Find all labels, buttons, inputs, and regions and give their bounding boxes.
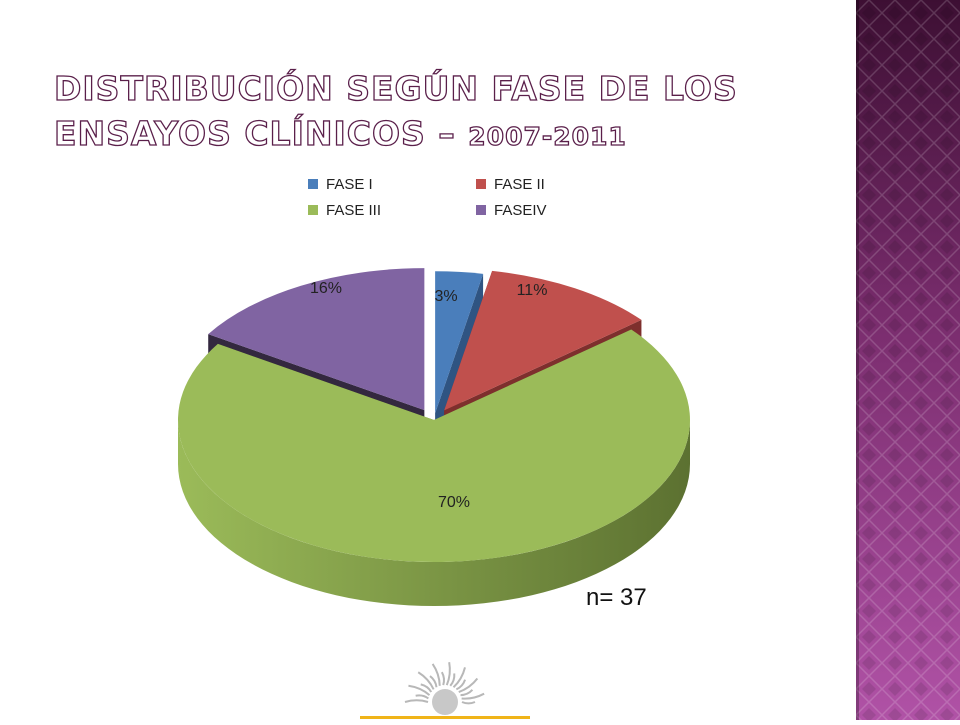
pie-tops: [178, 268, 691, 562]
legend-label: FASE I: [326, 175, 373, 193]
legend-item-fase-i: FASE I: [308, 174, 476, 194]
pie-labels: 3% 11% 70% 16%: [310, 280, 547, 511]
pie-slice-faseiv: [208, 268, 425, 411]
legend-swatch: [476, 205, 486, 215]
sun-ray: [461, 692, 485, 700]
legend-item-fase-iii: FASE III: [308, 200, 476, 220]
legend-label: FASEIV: [494, 201, 547, 219]
pie-data-label: 11%: [517, 282, 548, 299]
legend-item-fase-iv: FASEIV: [476, 200, 606, 220]
sun-ray: [458, 677, 479, 693]
pie-chart: 3% 11% 70% 16%: [178, 268, 691, 606]
pie-slice-fase-iii: [178, 329, 691, 562]
sun-ray: [461, 701, 476, 705]
slide-title-text: Distribución según fase de los ensayos c…: [53, 68, 738, 153]
pie-slice-fase-ii: [444, 270, 642, 411]
sun-ray: [429, 675, 438, 688]
sun-ray: [417, 671, 435, 690]
sample-size-label: n= 37: [586, 584, 647, 611]
legend-item-fase-ii: FASE II: [476, 174, 606, 194]
slide-title-year: 2007-2011: [468, 121, 627, 151]
legend-swatch: [476, 179, 486, 189]
diamond-pattern: [856, 0, 960, 720]
sun-ray: [404, 699, 429, 703]
sun-ray: [460, 689, 474, 697]
legend-swatch: [308, 179, 318, 189]
decorative-side-panel: [856, 0, 960, 720]
pie-slice-fase-i: [435, 271, 484, 414]
sun-ray: [440, 671, 446, 686]
sun-ray: [420, 683, 433, 693]
sun-ray: [452, 667, 466, 689]
pie-slice-outer-wall: [178, 420, 690, 606]
legend-label: FASE II: [494, 175, 545, 193]
legend-swatch: [308, 205, 318, 215]
pie-data-label: 3%: [434, 288, 457, 305]
slide-title: Distribución según fase de los ensayos c…: [53, 66, 834, 159]
sun-logo-icon: [360, 662, 530, 719]
pie-data-label: 16%: [310, 280, 342, 297]
sun-ray: [449, 673, 456, 687]
sun-ray: [415, 694, 429, 700]
sun-ray: [431, 663, 441, 686]
chart-legend: FASE I FASE II FASE III FASEIV: [308, 174, 608, 220]
legend-label: FASE III: [326, 201, 382, 219]
sun-ray: [445, 662, 451, 686]
pie-data-label: 70%: [438, 494, 470, 511]
sun-ray: [455, 679, 467, 691]
sun-ray: [408, 684, 431, 696]
